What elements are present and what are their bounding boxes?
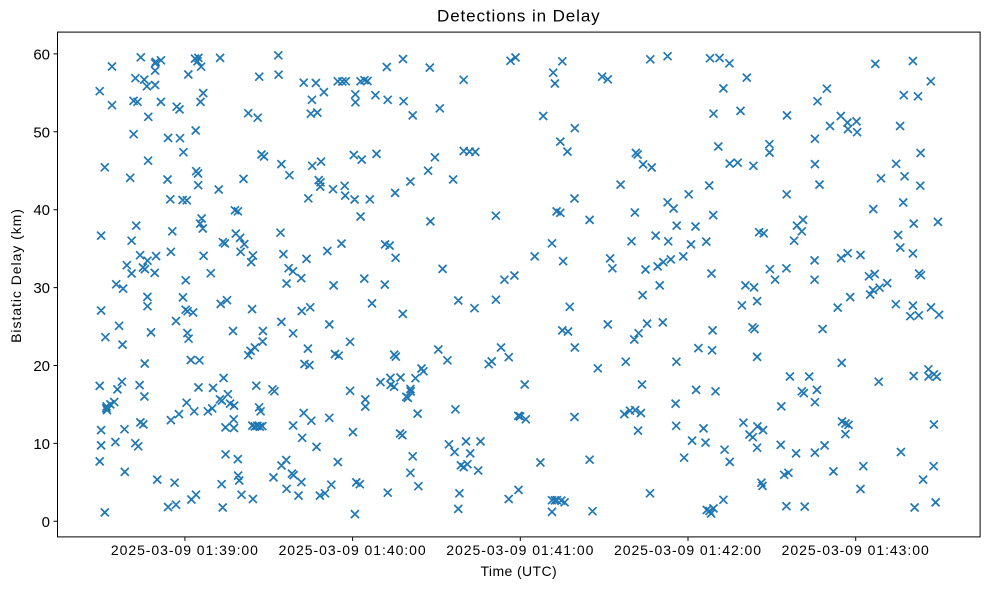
svg-text:10: 10 <box>33 436 50 453</box>
svg-text:Bistatic Delay (km): Bistatic Delay (km) <box>8 208 24 343</box>
svg-text:Detections in Delay: Detections in Delay <box>437 6 601 25</box>
svg-text:40: 40 <box>33 202 50 219</box>
svg-text:2025-03-09 01:41:00: 2025-03-09 01:41:00 <box>446 542 594 558</box>
svg-text:20: 20 <box>33 358 50 375</box>
svg-text:2025-03-09 01:42:00: 2025-03-09 01:42:00 <box>614 542 762 558</box>
svg-text:Time (UTC): Time (UTC) <box>481 563 558 579</box>
svg-text:30: 30 <box>33 280 50 297</box>
svg-text:2025-03-09 01:40:00: 2025-03-09 01:40:00 <box>279 542 427 558</box>
svg-text:0: 0 <box>42 514 50 531</box>
svg-text:60: 60 <box>33 46 50 63</box>
svg-text:2025-03-09 01:39:00: 2025-03-09 01:39:00 <box>111 542 259 558</box>
svg-text:2025-03-09 01:43:00: 2025-03-09 01:43:00 <box>782 542 930 558</box>
svg-text:50: 50 <box>33 124 50 141</box>
